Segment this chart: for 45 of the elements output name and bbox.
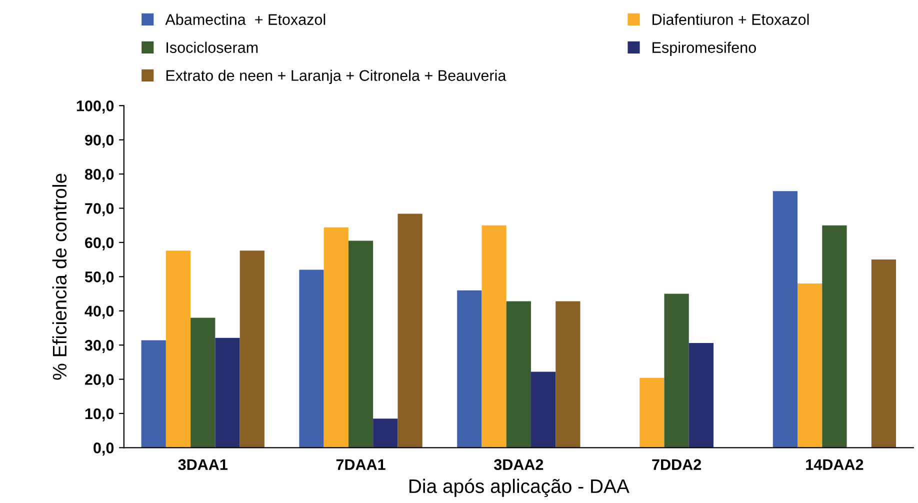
y-tick-label: 90,0 xyxy=(85,134,114,148)
legend-label: Extrato de neen + Laranja + Citronela + Beauveria xyxy=(166,70,506,84)
bar xyxy=(871,260,896,448)
bar xyxy=(640,378,664,448)
bar xyxy=(556,301,580,448)
y-tick-label: 50,0 xyxy=(84,272,114,285)
bar xyxy=(348,240,374,448)
y-tick-label: 100,0 xyxy=(76,100,114,114)
bar xyxy=(688,343,714,448)
bar xyxy=(373,418,398,448)
x-axis-title: Dia após aplicação - DAA xyxy=(409,478,630,498)
y-axis-title: % Eficiencia de controle xyxy=(52,174,67,380)
y-tick-label: 80,0 xyxy=(84,168,114,182)
y-tick-label: 30,0 xyxy=(84,340,114,353)
bar xyxy=(190,318,216,448)
bar xyxy=(215,338,240,448)
y-tick-label: 70,0 xyxy=(85,203,114,216)
bar xyxy=(166,250,191,448)
bar xyxy=(240,250,264,448)
bar xyxy=(772,191,798,448)
y-tick-label: 60,0 xyxy=(85,237,114,250)
legend-label: Isocicloseram xyxy=(166,42,258,53)
legend-label: Abamectina + Etoxazol xyxy=(165,14,326,25)
bar xyxy=(822,225,847,448)
y-tick-label: 20,0 xyxy=(85,374,114,388)
bar xyxy=(506,301,531,448)
y-tick-label: 40,0 xyxy=(84,306,114,319)
x-tick-label: 3DAA1 xyxy=(178,459,228,470)
x-tick-label: 7DDA2 xyxy=(652,459,701,470)
bar xyxy=(299,270,324,448)
bar xyxy=(398,214,422,448)
bar xyxy=(798,283,822,448)
x-tick-label: 14DAA2 xyxy=(806,459,864,470)
bar xyxy=(530,372,556,448)
x-tick-label: 7DAA1 xyxy=(336,459,386,470)
y-tick-label: 10,0 xyxy=(85,408,114,422)
bar xyxy=(141,340,166,448)
bar xyxy=(482,225,506,448)
bar xyxy=(664,294,689,448)
x-tick-label: 3DAA2 xyxy=(494,459,544,470)
legend-label: Diafentiuron + Etoxazol xyxy=(652,14,809,25)
y-tick-label: 0,0 xyxy=(94,442,114,456)
bar xyxy=(324,227,348,448)
bar xyxy=(457,290,482,448)
legend-label: Espiromesifeno xyxy=(652,42,756,56)
